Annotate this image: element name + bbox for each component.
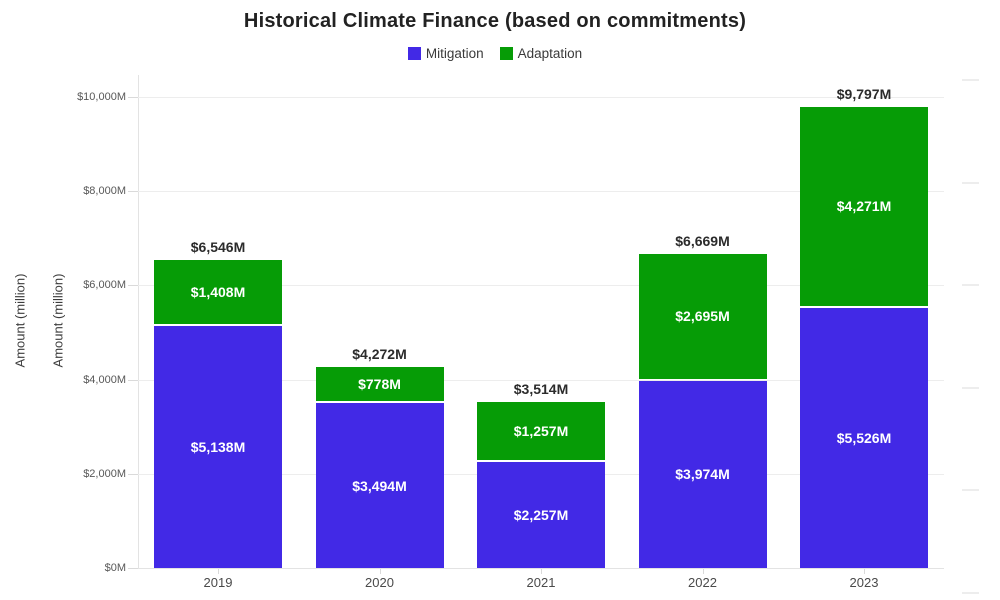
x-tick-mark	[379, 569, 381, 574]
adaptation-value-label-2021: $1,257M	[513, 423, 569, 440]
x-tick-label-2020: 2020	[365, 575, 394, 590]
y-tick-mark	[128, 473, 138, 475]
adaptation-value-label-2020: $778M	[358, 376, 401, 393]
x-tick-label-2021: 2021	[526, 575, 556, 590]
adaptation-value-label-2022: $2,695M	[675, 308, 730, 325]
bar-segment-mitigation-2020[interactable]	[315, 403, 444, 568]
legend-label-adaptation: Adaptation	[517, 46, 583, 61]
adaptation-value-label-2023: $4,271M	[836, 198, 892, 215]
bar-segment-adaptation-2023[interactable]	[800, 106, 928, 306]
gridline	[138, 379, 944, 381]
x-tick-mark	[864, 569, 865, 574]
secondary-y-tick-mark	[962, 79, 979, 81]
bar-segment-adaptation-2021[interactable]	[477, 402, 605, 460]
gridline	[138, 97, 944, 98]
secondary-y-tick-mark	[962, 182, 979, 184]
mitigation-swatch-icon	[407, 47, 421, 60]
x-tick-label-2023: 2023	[849, 575, 879, 590]
mitigation-value-label-2020: $3,494M	[352, 477, 407, 494]
legend: Mitigation Adaptation	[0, 46, 990, 61]
mitigation-value-label-2022: $3,974M	[675, 466, 730, 483]
x-tick-mark	[218, 569, 219, 574]
y-axis-title-outer: Amount (million)	[12, 273, 28, 368]
y-tick-label: $2,000M	[83, 467, 126, 480]
mitigation-value-label-2019: $5,138M	[190, 439, 246, 455]
y-tick-label: $8,000M	[83, 185, 126, 198]
total-label-2021: $3,514M	[513, 381, 569, 398]
y-tick-label: $6,000M	[83, 279, 126, 292]
y-tick-mark	[128, 285, 138, 287]
secondary-y-tick-mark	[962, 387, 979, 389]
adaptation-value-label-2019: $1,408M	[190, 283, 246, 300]
mitigation-value-label-2023: $5,526M	[836, 429, 892, 446]
y-tick-mark	[128, 97, 138, 98]
bar-segment-adaptation-2022[interactable]	[638, 253, 767, 379]
y-tick-label: $0M	[104, 562, 126, 574]
mitigation-value-label-2021: $2,257M	[513, 506, 569, 523]
secondary-y-tick-mark	[962, 592, 979, 594]
chart-title: Historical Climate Finance (based on com…	[243, 10, 747, 32]
bar-segment-mitigation-2023[interactable]	[800, 307, 928, 568]
y-axis-title-inner: Amount (million)	[50, 273, 66, 368]
bar-segment-adaptation-2019[interactable]	[154, 259, 282, 324]
x-tick-mark	[541, 569, 542, 574]
y-tick-mark	[128, 191, 138, 193]
x-tick-label-2022: 2022	[688, 575, 717, 590]
y-tick-mark	[128, 379, 138, 381]
total-label-2023: $9,797M	[836, 85, 892, 102]
secondary-y-tick-mark	[962, 489, 979, 491]
total-label-2020: $4,272M	[352, 345, 407, 362]
total-label-2019: $6,546M	[190, 238, 246, 255]
y-axis-line	[138, 75, 139, 568]
legend-item-adaptation[interactable]: Adaptation	[499, 46, 583, 61]
secondary-y-tick-mark	[962, 284, 979, 286]
y-tick-label: $4,000M	[83, 373, 126, 386]
bar-segment-mitigation-2022[interactable]	[638, 380, 767, 568]
bar-segment-adaptation-2020[interactable]	[315, 366, 444, 402]
legend-item-mitigation[interactable]: Mitigation	[407, 46, 484, 61]
x-tick-label-2019: 2019	[203, 575, 233, 590]
x-axis-line	[138, 568, 944, 569]
gridline	[138, 285, 944, 287]
gridline	[138, 191, 944, 193]
legend-label-mitigation: Mitigation	[425, 46, 484, 61]
bar-segment-mitigation-2021[interactable]	[477, 461, 605, 568]
total-label-2022: $6,669M	[675, 232, 730, 249]
y-tick-mark	[128, 568, 138, 569]
bar-segment-mitigation-2019[interactable]	[154, 326, 282, 568]
y-tick-label: $10,000M	[77, 91, 126, 103]
adaptation-swatch-icon	[499, 47, 513, 60]
x-tick-mark	[702, 569, 704, 574]
